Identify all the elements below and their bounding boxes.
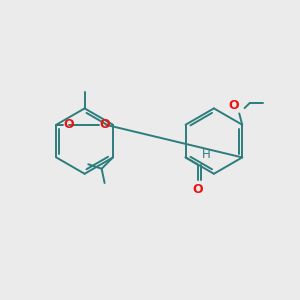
Text: O: O bbox=[63, 118, 74, 131]
Text: O: O bbox=[99, 118, 110, 131]
Text: H: H bbox=[202, 148, 211, 161]
Text: O: O bbox=[228, 99, 239, 112]
Text: O: O bbox=[193, 183, 203, 196]
